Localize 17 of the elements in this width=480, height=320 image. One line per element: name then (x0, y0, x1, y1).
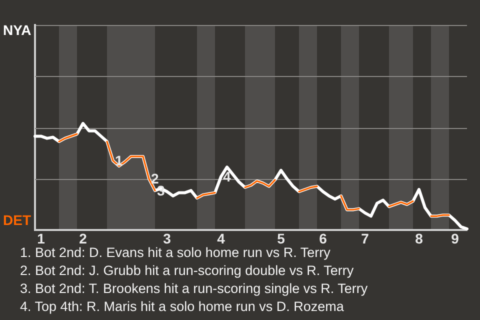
x-tick-label: 9 (451, 230, 460, 246)
text: NYA (3, 22, 32, 38)
text: 1. Bot 2nd: D. Evans hit a solo home run vs R. Terry (20, 245, 330, 260)
text: 4. Top 4th: R. Maris hit a solo home run vs D. Rozema (20, 298, 345, 316)
text: DET (3, 212, 32, 228)
x-tick-label: 2 (79, 230, 88, 246)
text: 2. Bot 2nd: J. Grubb hit a run-scoring double vs R. Terry (20, 262, 355, 280)
annotation: 2 (151, 170, 159, 187)
x-tick-label: 3 (163, 230, 172, 246)
x-tick-label: 1 (37, 230, 46, 246)
x-tick-label: 6 (319, 230, 328, 246)
x-tick-label: 7 (361, 230, 370, 246)
x-tick-label: 8 (415, 230, 424, 246)
x-tick-label: 4 (217, 230, 226, 246)
x-tick-label: 5 (277, 230, 286, 246)
annotation: 4 (223, 168, 231, 185)
text: 3. Bot 2nd: T. Brookens hit a run-scoring single vs R. Terry (20, 280, 368, 298)
